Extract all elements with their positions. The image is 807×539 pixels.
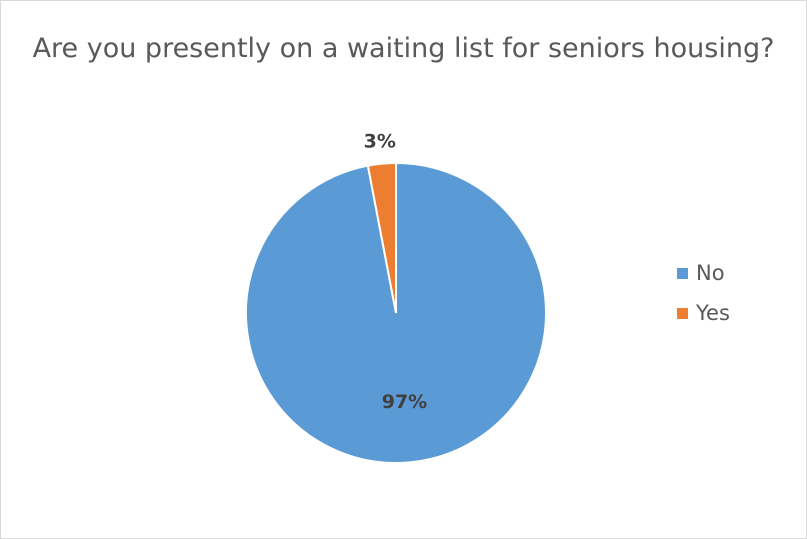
pie-slices	[245, 161, 547, 464]
data-labels: 97% 3%	[364, 130, 428, 413]
pie-slice-yes	[366, 161, 397, 314]
legend-swatch-no	[677, 267, 688, 279]
data-label-no: 97%	[382, 391, 427, 413]
legend: No Yes	[677, 253, 730, 333]
legend-swatch-yes	[677, 307, 688, 319]
legend-item-yes: Yes	[677, 293, 730, 333]
data-label-yes: 3%	[364, 130, 396, 152]
legend-item-no: No	[677, 253, 730, 293]
legend-label-yes: Yes	[696, 301, 730, 325]
legend-label-no: No	[696, 261, 725, 285]
chart-title: Are you presently on a waiting list for …	[32, 33, 775, 64]
